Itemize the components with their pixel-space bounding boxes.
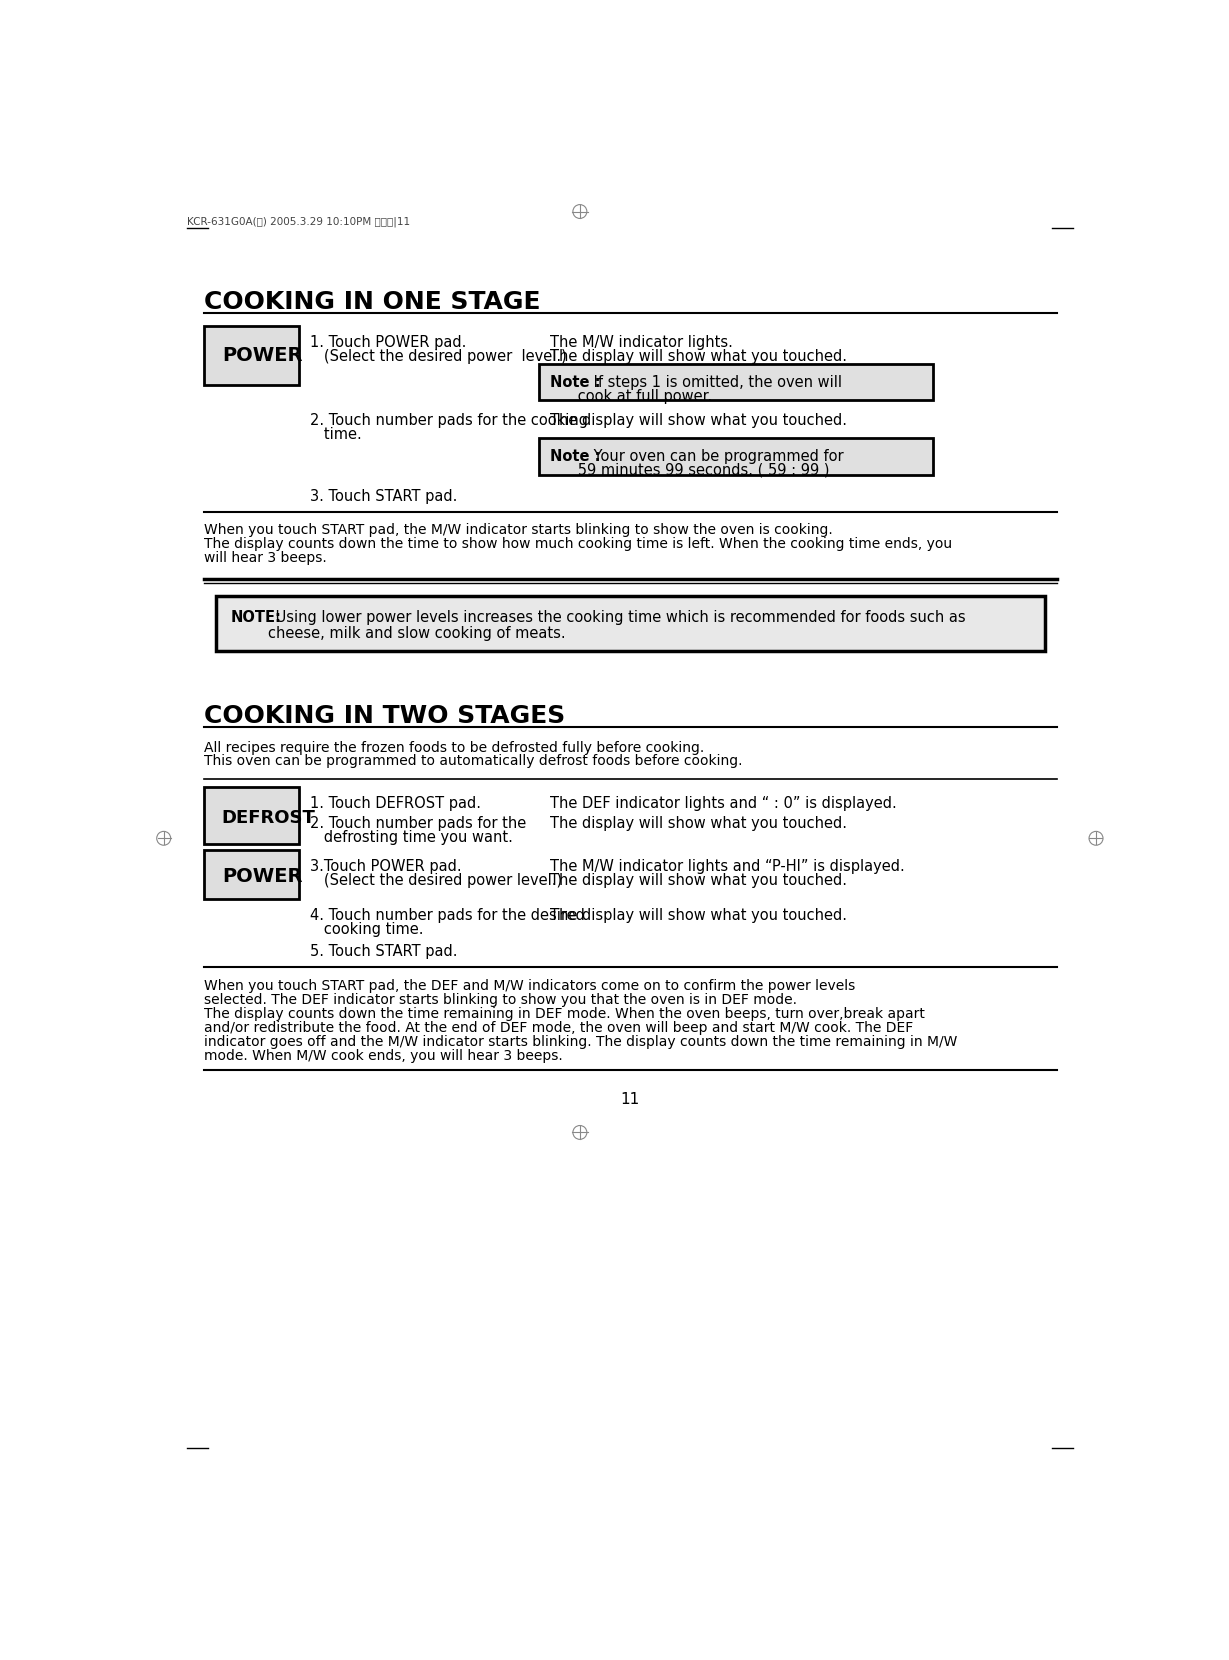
- Text: This oven can be programmed to automatically defrost foods before cooking.: This oven can be programmed to automatic…: [204, 754, 742, 769]
- Text: The M/W indicator lights.: The M/W indicator lights.: [551, 335, 734, 350]
- Text: 11: 11: [619, 1092, 639, 1107]
- Text: KCR-631G0A(잘) 2005.3.29 10:10PM 페이지|11: KCR-631G0A(잘) 2005.3.29 10:10PM 페이지|11: [187, 216, 410, 227]
- Text: If steps 1 is omitted, the oven will: If steps 1 is omitted, the oven will: [589, 375, 842, 390]
- FancyBboxPatch shape: [204, 787, 300, 843]
- Text: (Select the desired power level.): (Select the desired power level.): [310, 873, 563, 888]
- Text: 4. Touch number pads for the desired: 4. Touch number pads for the desired: [310, 908, 585, 923]
- Text: cook at full power.: cook at full power.: [551, 388, 713, 403]
- Text: will hear 3 beeps.: will hear 3 beeps.: [204, 551, 327, 564]
- Text: When you touch START pad, the DEF and M/W indicators come on to confirm the powe: When you touch START pad, the DEF and M/…: [204, 979, 855, 993]
- Text: NOTE:: NOTE:: [231, 609, 281, 624]
- Text: cooking time.: cooking time.: [310, 923, 424, 938]
- Text: The display will show what you touched.: The display will show what you touched.: [551, 873, 848, 888]
- Text: COOKING IN TWO STAGES: COOKING IN TWO STAGES: [204, 704, 565, 727]
- Text: 1. Touch POWER pad.: 1. Touch POWER pad.: [310, 335, 467, 350]
- Text: The display will show what you touched.: The display will show what you touched.: [551, 817, 848, 832]
- Text: DEFROST: DEFROST: [221, 808, 316, 827]
- Text: (Select the desired power  level.): (Select the desired power level.): [310, 349, 567, 364]
- Text: mode. When M/W cook ends, you will hear 3 beeps.: mode. When M/W cook ends, you will hear …: [204, 1049, 563, 1062]
- Text: selected. The DEF indicator starts blinking to show you that the oven is in DEF : selected. The DEF indicator starts blink…: [204, 993, 796, 1008]
- FancyBboxPatch shape: [538, 438, 933, 475]
- Text: The DEF indicator lights and “ : 0” is displayed.: The DEF indicator lights and “ : 0” is d…: [551, 795, 897, 812]
- Text: POWER: POWER: [221, 345, 302, 365]
- Text: COOKING IN ONE STAGE: COOKING IN ONE STAGE: [204, 290, 541, 314]
- Text: The M/W indicator lights and “P-HI” is displayed.: The M/W indicator lights and “P-HI” is d…: [551, 860, 906, 875]
- Text: defrosting time you want.: defrosting time you want.: [310, 830, 512, 845]
- Text: The display will show what you touched.: The display will show what you touched.: [551, 908, 848, 923]
- Text: time.: time.: [310, 427, 361, 442]
- Text: The display will show what you touched.: The display will show what you touched.: [551, 413, 848, 428]
- Text: Your oven can be programmed for: Your oven can be programmed for: [589, 448, 844, 463]
- FancyBboxPatch shape: [215, 596, 1045, 651]
- Text: Note :: Note :: [551, 375, 601, 390]
- FancyBboxPatch shape: [538, 364, 933, 400]
- Text: The display will show what you touched.: The display will show what you touched.: [551, 349, 848, 364]
- Text: cheese, milk and slow cooking of meats.: cheese, milk and slow cooking of meats.: [231, 626, 565, 641]
- Text: All recipes require the frozen foods to be defrosted fully before cooking.: All recipes require the frozen foods to …: [204, 740, 704, 755]
- Text: Note :: Note :: [551, 448, 601, 463]
- Text: 3. Touch START pad.: 3. Touch START pad.: [310, 488, 457, 503]
- Text: 1. Touch DEFROST pad.: 1. Touch DEFROST pad.: [310, 795, 482, 812]
- Text: When you touch START pad, the M/W indicator starts blinking to show the oven is : When you touch START pad, the M/W indica…: [204, 523, 833, 538]
- Text: indicator goes off and the M/W indicator starts blinking. The display counts dow: indicator goes off and the M/W indicator…: [204, 1034, 957, 1049]
- Text: 2. Touch number pads for the cooking: 2. Touch number pads for the cooking: [310, 413, 589, 428]
- Text: 5. Touch START pad.: 5. Touch START pad.: [310, 945, 457, 959]
- Text: 59 minutes 99 seconds. ( 59 : 99 ): 59 minutes 99 seconds. ( 59 : 99 ): [551, 463, 830, 478]
- Text: The display counts down the time remaining in DEF mode. When the oven beeps, tur: The display counts down the time remaini…: [204, 1008, 925, 1021]
- Text: POWER: POWER: [221, 867, 302, 886]
- FancyBboxPatch shape: [204, 327, 300, 385]
- Text: Using lower power levels increases the cooking time which is recommended for foo: Using lower power levels increases the c…: [272, 609, 966, 624]
- Text: 2. Touch number pads for the: 2. Touch number pads for the: [310, 817, 526, 832]
- Text: 3.Touch POWER pad.: 3.Touch POWER pad.: [310, 860, 462, 875]
- FancyBboxPatch shape: [204, 850, 300, 900]
- Text: and/or redistribute the food. At the end of DEF mode, the oven will beep and sta: and/or redistribute the food. At the end…: [204, 1021, 913, 1034]
- Text: The display counts down the time to show how much cooking time is left. When the: The display counts down the time to show…: [204, 538, 952, 551]
